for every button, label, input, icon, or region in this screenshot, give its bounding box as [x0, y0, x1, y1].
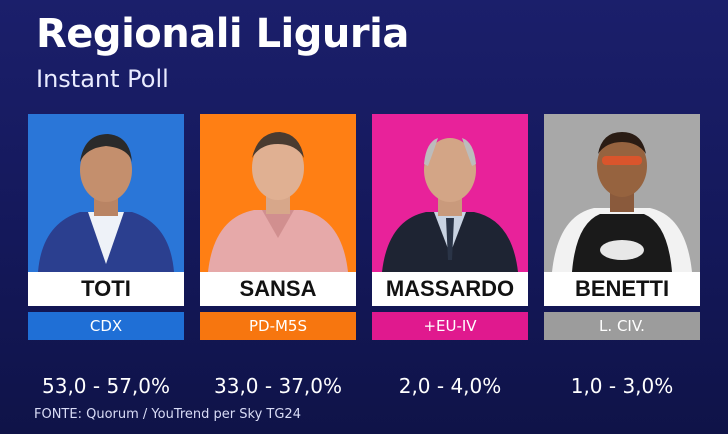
candidate-card-toti: TOTI CDX: [28, 114, 184, 340]
candidate-photo-sansa: [200, 114, 356, 272]
poll-range-sansa: 33,0 - 37,0%: [214, 374, 342, 398]
candidate-name: TOTI: [28, 272, 184, 306]
poll-range-toti: 53,0 - 57,0%: [42, 374, 170, 398]
candidate-name: SANSA: [200, 272, 356, 306]
page-subtitle: Instant Poll: [36, 65, 169, 93]
party-label: CDX: [28, 312, 184, 340]
source-note: FONTE: Quorum / YouTrend per Sky TG24: [34, 407, 301, 422]
poll-range-benetti: 1,0 - 3,0%: [570, 374, 674, 398]
party-label: PD-M5S: [200, 312, 356, 340]
page-title: Regionali Liguria: [36, 11, 409, 57]
candidate-name: MASSARDO: [372, 272, 528, 306]
party-label: +EU-IV: [372, 312, 528, 340]
candidate-name: BENETTI: [544, 272, 700, 306]
candidate-photo-benetti: [544, 114, 700, 272]
candidate-card-sansa: SANSA PD-M5S: [200, 114, 356, 340]
poll-range-massardo: 2,0 - 4,0%: [398, 374, 502, 398]
candidate-photo-toti: [28, 114, 184, 272]
candidate-photo-massardo: [372, 114, 528, 272]
candidate-card-benetti: BENETTI L. CIV.: [544, 114, 700, 340]
party-label: L. CIV.: [544, 312, 700, 340]
candidate-cards: TOTI CDX SANSA PD-M5S: [28, 114, 700, 344]
candidate-card-massardo: MASSARDO +EU-IV: [372, 114, 528, 340]
